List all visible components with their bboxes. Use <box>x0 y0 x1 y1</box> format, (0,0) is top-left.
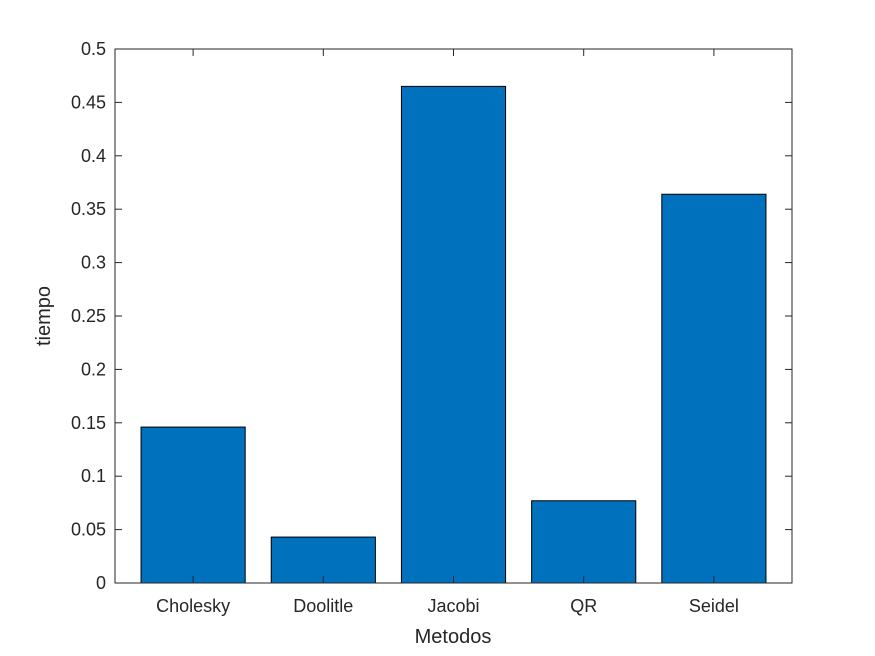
y-tick-label: 0.2 <box>81 359 106 379</box>
y-tick-label: 0.45 <box>71 92 106 112</box>
y-tick-label: 0.35 <box>71 199 106 219</box>
x-tick-label-qr: QR <box>570 596 597 616</box>
y-tick-label: 0.15 <box>71 413 106 433</box>
y-tick-label: 0.5 <box>81 39 106 59</box>
y-tick-label: 0 <box>96 573 106 593</box>
y-axis: 0 0.05 0.1 0.15 0.2 0.25 0.3 0.35 0.4 0.45 0.5 <box>71 39 792 593</box>
x-tick-label-doolitle: Doolitle <box>293 596 353 616</box>
bar-qr <box>531 500 637 584</box>
bar-cholesky <box>140 426 246 584</box>
y-tick-label: 0.4 <box>81 146 106 166</box>
x-axis: Cholesky Doolitle Jacobi QR Seidel <box>156 49 739 616</box>
x-axis-title: Metodos <box>415 626 492 648</box>
bar-doolitle <box>270 536 376 584</box>
x-tick-label-cholesky: Cholesky <box>156 596 230 616</box>
y-tick-label: 0.3 <box>81 253 106 273</box>
y-tick-label: 0.05 <box>71 520 106 540</box>
y-axis-title: tiempo <box>33 286 55 346</box>
bar-seidel <box>661 193 767 584</box>
x-tick-label-seidel: Seidel <box>689 596 739 616</box>
y-tick-label: 0.25 <box>71 306 106 326</box>
bars-group <box>140 85 767 584</box>
bar-jacobi <box>400 85 507 584</box>
x-tick-label-jacobi: Jacobi <box>427 596 479 616</box>
y-tick-label: 0.1 <box>81 466 106 486</box>
